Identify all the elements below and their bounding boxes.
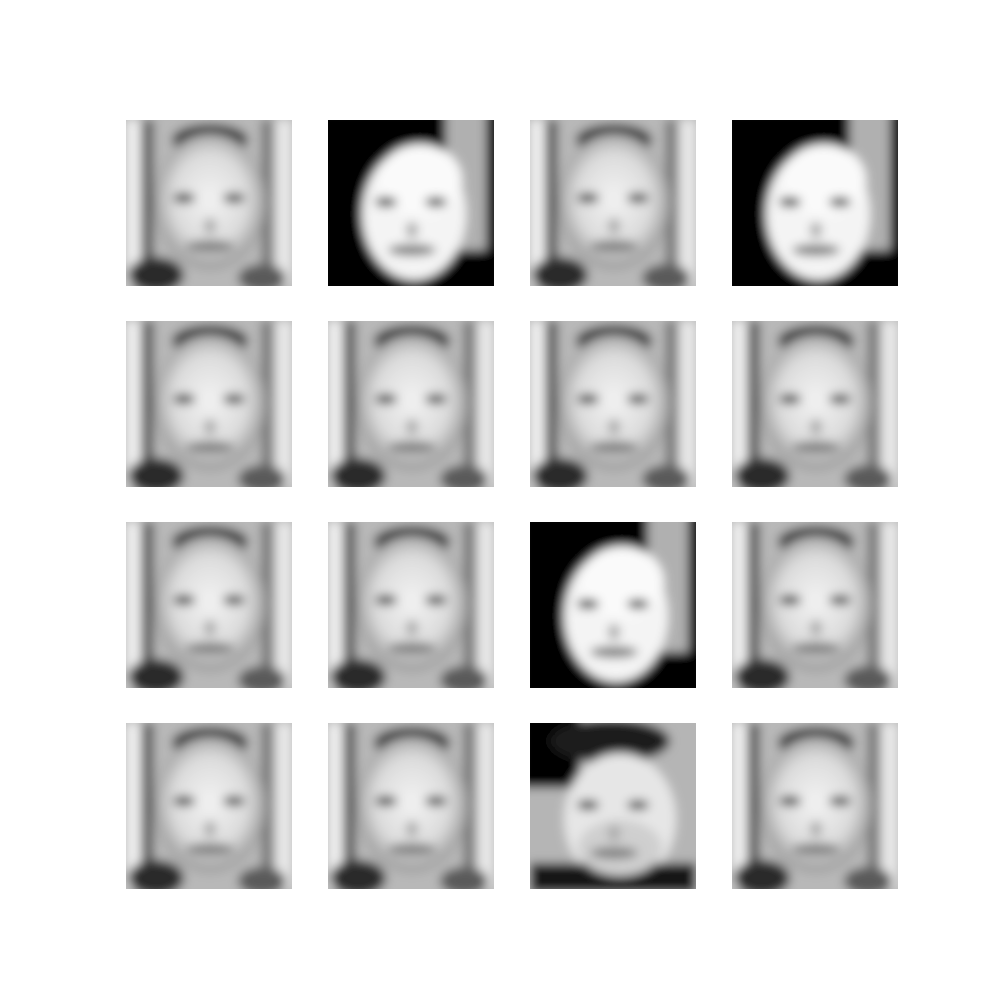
face-image	[328, 723, 494, 889]
face-image-tile	[530, 522, 696, 688]
face-image	[126, 120, 292, 286]
face-image	[732, 522, 898, 688]
face-image-tile	[530, 120, 696, 286]
face-image	[530, 522, 696, 688]
face-image-tile	[126, 120, 292, 286]
face-image	[732, 120, 898, 286]
face-image-tile	[732, 723, 898, 889]
face-image-tile	[328, 522, 494, 688]
face-image-tile	[328, 723, 494, 889]
face-image	[530, 321, 696, 487]
face-image	[126, 321, 292, 487]
face-image-tile	[732, 120, 898, 286]
face-image	[530, 120, 696, 286]
face-image-tile	[126, 522, 292, 688]
face-image	[328, 120, 494, 286]
face-image-tile	[328, 120, 494, 286]
face-image-tile	[328, 321, 494, 487]
face-image	[530, 723, 696, 889]
face-image	[328, 321, 494, 487]
face-image-tile	[732, 522, 898, 688]
face-image	[328, 522, 494, 688]
face-image-tile	[126, 723, 292, 889]
face-image-tile	[732, 321, 898, 487]
face-image-tile	[530, 321, 696, 487]
face-image	[126, 522, 292, 688]
face-image-tile	[530, 723, 696, 889]
face-image	[126, 723, 292, 889]
face-image-tile	[126, 321, 292, 487]
face-image	[732, 321, 898, 487]
face-image	[732, 723, 898, 889]
